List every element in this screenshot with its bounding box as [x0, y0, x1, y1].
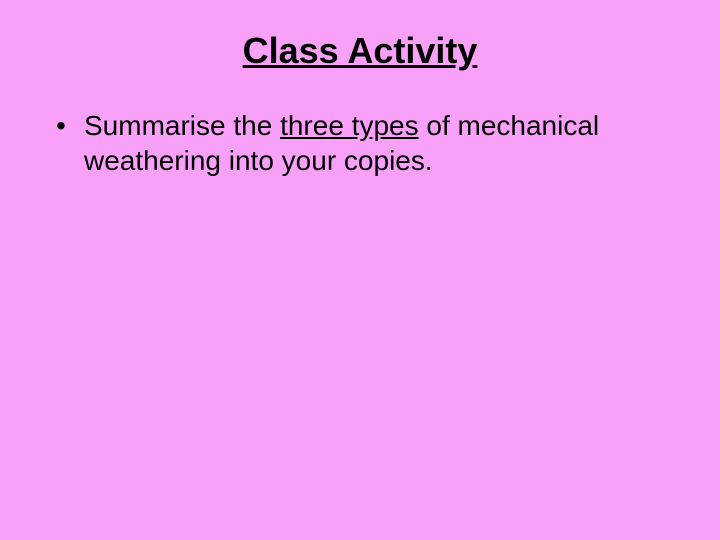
bullet-text-underlined: three types	[280, 110, 419, 141]
slide: Class Activity Summarise the three types…	[0, 0, 720, 540]
bullet-item: Summarise the three types of mechanical …	[56, 108, 680, 178]
bullet-text-prefix: Summarise the	[84, 110, 280, 141]
bullet-list: Summarise the three types of mechanical …	[40, 108, 680, 178]
slide-title: Class Activity	[40, 30, 680, 72]
